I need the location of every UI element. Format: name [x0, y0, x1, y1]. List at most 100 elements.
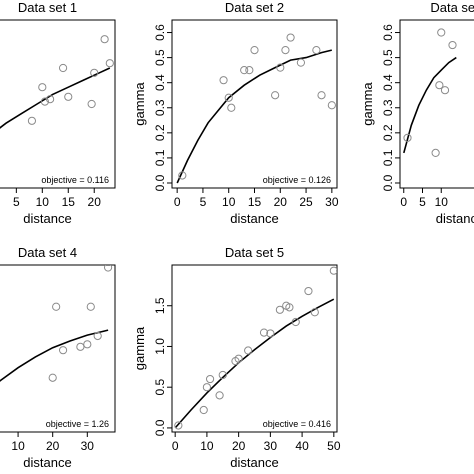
y-tick-label: 0.5	[381, 49, 395, 66]
x-tick-label: 20	[46, 439, 60, 453]
data-point	[219, 76, 228, 85]
data-point	[437, 28, 446, 37]
y-tick-label: 0.5	[153, 379, 167, 396]
data-point	[281, 45, 290, 55]
x-tick-label: 10	[11, 439, 25, 453]
y-tick-label: 1.0	[153, 338, 167, 355]
y-tick-label: 0.5	[153, 49, 167, 66]
x-tick-label: 40	[295, 439, 309, 453]
objective-annotation: objective = 1.26	[46, 419, 109, 429]
objective-annotation: objective = 0.126	[263, 175, 331, 185]
plot-data	[0, 35, 114, 129]
plot-data	[403, 28, 457, 157]
y-tick-label: 0.2	[381, 124, 395, 141]
data-point	[224, 93, 233, 102]
y-tick-label: 0.3	[381, 99, 395, 116]
x-tick-label: 20	[232, 439, 246, 453]
data-point	[174, 421, 183, 430]
x-tick-label: 5	[13, 195, 20, 209]
x-tick-label: 30	[81, 439, 95, 453]
y-axis-label: gamma	[360, 82, 375, 126]
data-point	[93, 331, 102, 341]
data-point	[103, 265, 113, 272]
plot-frame	[399, 19, 474, 189]
data-point	[52, 302, 61, 311]
fit-curve	[0, 67, 111, 129]
x-tick-label: 15	[248, 195, 262, 209]
data-point	[38, 83, 47, 92]
x-tick-label: 20	[88, 195, 102, 209]
data-point	[286, 33, 295, 42]
data-point	[276, 63, 285, 72]
chart-panel-1: Data set 1 5 10 15 20 distance objective = 0.1…	[0, 0, 116, 226]
data-point	[312, 45, 321, 55]
plot-data	[174, 266, 337, 430]
x-tick-label: 25	[299, 195, 313, 209]
x-tick-label: 15	[62, 195, 76, 209]
y-tick-label: 0.0	[153, 419, 167, 436]
x-axis-label: distance	[23, 211, 71, 226]
y-tick-label: 0.1	[153, 149, 167, 166]
objective-annotation: objective = 0.416	[263, 419, 331, 429]
chart-panel-3: Data set 3 05 10 distance 0.0 0.1 0.2 0.3 0.4 0.5…	[360, 0, 474, 226]
x-tick-label: 10	[36, 195, 50, 209]
data-point	[403, 133, 412, 142]
data-point	[285, 303, 294, 312]
x-tick-label: 0	[174, 195, 181, 209]
y-tick-label: 0.6	[153, 24, 167, 41]
data-point	[317, 91, 326, 100]
chart-panel-4: Data set 40102030distanceobjective = 1.2…	[0, 245, 116, 470]
x-tick-label: 10	[200, 439, 214, 453]
data-point	[310, 308, 319, 317]
fit-curve	[174, 298, 335, 429]
fit-curve	[403, 56, 457, 154]
data-point	[199, 405, 208, 415]
y-axis-label: gamma	[132, 82, 147, 126]
data-point	[296, 58, 306, 67]
data-point	[448, 40, 457, 50]
plot-data	[176, 33, 336, 184]
data-point	[431, 148, 440, 157]
chart-panel-5: Data set 5 0 10 20 30 40 50 distance 0.0 0.5 1.0 1.…	[132, 245, 341, 470]
chart-title: Data set 4	[18, 245, 77, 260]
x-tick-label: 10	[435, 195, 449, 209]
data-point	[83, 340, 92, 349]
data-point	[27, 116, 37, 125]
data-point	[250, 45, 259, 55]
data-point	[440, 86, 450, 95]
data-point	[234, 354, 243, 363]
data-point	[205, 374, 215, 384]
data-point	[48, 373, 57, 382]
plot-frame	[0, 264, 116, 433]
data-point	[202, 383, 212, 392]
data-point	[304, 286, 313, 296]
x-tick-label: 5	[419, 195, 426, 209]
x-tick-label: 30	[264, 439, 278, 453]
data-point	[291, 317, 300, 327]
chart-title: Data set 1	[18, 0, 77, 15]
data-point	[244, 346, 253, 355]
y-tick-label: 0.4	[153, 74, 167, 91]
data-point	[259, 328, 269, 337]
data-point	[227, 103, 236, 112]
data-point	[435, 81, 444, 90]
x-axis-label: distance	[230, 455, 278, 470]
data-point	[327, 101, 336, 110]
data-point	[218, 370, 227, 380]
data-point	[86, 302, 95, 311]
chart-title: Data set 2	[225, 0, 284, 15]
data-point	[64, 92, 73, 101]
y-tick-label: 0.3	[153, 99, 167, 116]
plot-data	[0, 265, 113, 382]
chart-title: Data set 3	[430, 0, 474, 15]
y-tick-label: 0.0	[381, 174, 395, 191]
data-point	[215, 391, 224, 400]
y-tick-label: 0.0	[153, 174, 167, 191]
x-axis-label: distance	[436, 211, 474, 226]
fit-curve	[0, 329, 109, 382]
plot-frame	[0, 19, 116, 189]
data-point	[87, 99, 96, 109]
fit-curve	[176, 49, 332, 184]
x-axis-label: distance	[230, 211, 278, 226]
